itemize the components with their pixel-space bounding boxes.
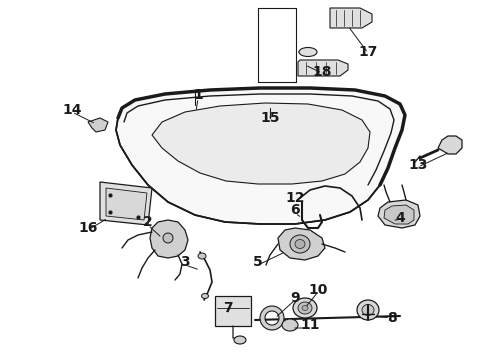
Polygon shape [116,88,405,224]
Ellipse shape [298,302,312,314]
Text: 15: 15 [260,111,280,125]
Ellipse shape [295,239,305,248]
Polygon shape [438,136,462,154]
Ellipse shape [290,235,310,253]
Polygon shape [106,188,147,220]
Polygon shape [378,200,420,228]
Polygon shape [298,60,348,76]
Ellipse shape [302,306,308,310]
Polygon shape [88,118,108,132]
Polygon shape [150,220,188,258]
Ellipse shape [282,319,298,331]
Ellipse shape [299,48,317,57]
Text: 13: 13 [408,158,428,172]
Ellipse shape [201,293,209,298]
Ellipse shape [234,336,246,344]
Text: 16: 16 [78,221,98,235]
Text: 14: 14 [62,103,82,117]
Text: 5: 5 [253,255,263,269]
Polygon shape [384,205,414,224]
Text: 10: 10 [308,283,328,297]
Polygon shape [330,8,372,28]
Text: 17: 17 [358,45,378,59]
Bar [215,296,251,326]
Text: 9: 9 [290,291,300,305]
Ellipse shape [362,305,374,315]
Ellipse shape [163,233,173,243]
Text: 6: 6 [290,203,300,217]
Ellipse shape [293,298,317,318]
Polygon shape [278,228,325,260]
Polygon shape [100,182,152,225]
Text: 4: 4 [395,211,405,225]
Text: 1: 1 [193,88,203,102]
Text: 11: 11 [300,318,320,332]
Text: 18: 18 [312,65,332,79]
Text: 7: 7 [223,301,233,315]
Text: 3: 3 [180,255,190,269]
Text: 12: 12 [285,191,305,205]
Ellipse shape [357,300,379,320]
Ellipse shape [198,253,206,259]
Polygon shape [152,103,370,184]
Text: 2: 2 [143,215,153,229]
Text: 8: 8 [387,311,397,325]
